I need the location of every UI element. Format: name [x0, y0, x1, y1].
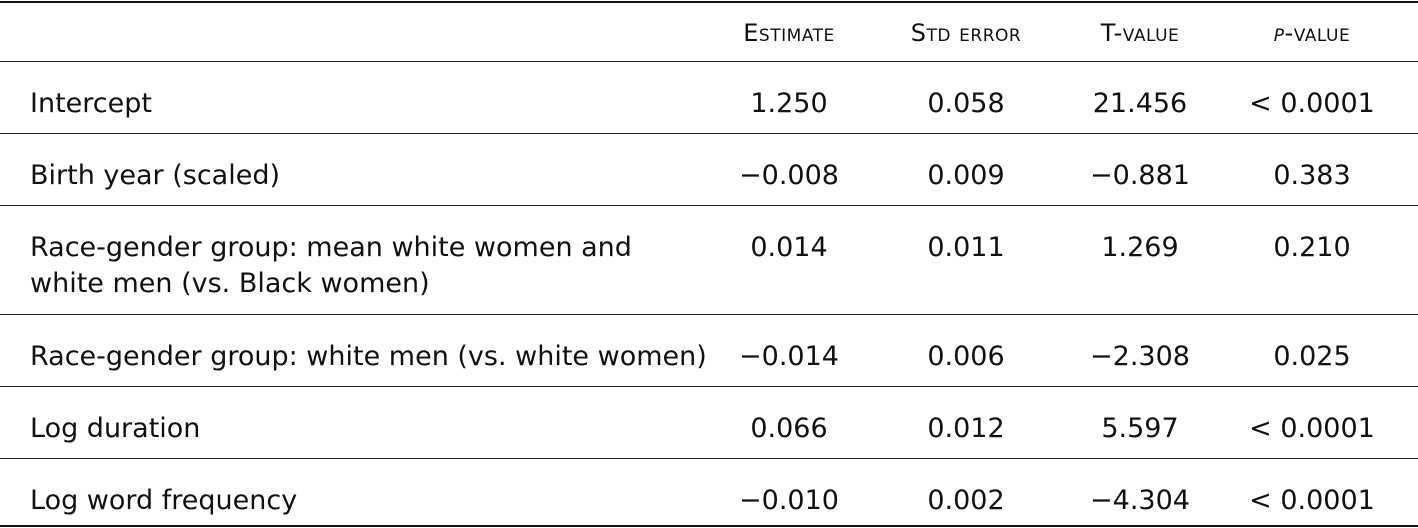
row-label: Race-gender group: white men (vs. white … — [30, 341, 707, 372]
cell-std-error: 0.012 — [927, 413, 1005, 444]
cell-estimate: −0.008 — [739, 160, 839, 191]
row-label: Log duration — [30, 413, 201, 444]
row-divider — [0, 386, 1418, 387]
cell-estimate: −0.010 — [739, 485, 839, 516]
cell-std-error: 0.011 — [927, 232, 1005, 263]
cell-p-value: < 0.0001 — [1249, 413, 1375, 444]
header-std-error: Std error — [910, 19, 1022, 47]
cell-t-value: 5.597 — [1101, 413, 1179, 444]
header-t-value: T-value — [1100, 19, 1180, 47]
cell-p-value: 0.025 — [1273, 341, 1351, 372]
cell-std-error: 0.006 — [927, 341, 1005, 372]
cell-t-value: −0.881 — [1090, 160, 1190, 191]
row-label: Birth year (scaled) — [30, 160, 281, 191]
row-divider — [0, 314, 1418, 315]
cell-t-value: 21.456 — [1092, 88, 1188, 119]
header-p-value: p-value — [1212, 15, 1412, 51]
bottom-rule — [0, 525, 1418, 527]
row-divider — [0, 205, 1418, 206]
cell-estimate: 0.066 — [750, 413, 828, 444]
header-rule — [0, 61, 1418, 62]
cell-t-value: −4.304 — [1090, 485, 1190, 516]
header-p-value-rest: -value — [1284, 19, 1351, 47]
top-rule — [0, 1, 1418, 3]
cell-p-value: 0.210 — [1273, 232, 1351, 263]
cell-estimate: 1.250 — [750, 88, 828, 119]
cell-p-value: < 0.0001 — [1249, 485, 1375, 516]
cell-t-value: −2.308 — [1090, 341, 1190, 372]
cell-std-error: 0.009 — [927, 160, 1005, 191]
row-label: Log word frequency — [30, 485, 298, 516]
cell-std-error: 0.058 — [927, 88, 1005, 119]
cell-p-value: < 0.0001 — [1249, 88, 1375, 119]
cell-p-value: 0.383 — [1273, 160, 1351, 191]
cell-t-value: 1.269 — [1101, 232, 1179, 263]
header-estimate: Estimate — [743, 19, 835, 47]
cell-estimate: 0.014 — [750, 232, 828, 263]
cell-std-error: 0.002 — [927, 485, 1005, 516]
cell-estimate: −0.014 — [739, 341, 839, 372]
row-divider — [0, 133, 1418, 134]
row-label: Race-gender group: mean white women and … — [30, 232, 632, 299]
header-p-value-italic: p — [1273, 19, 1285, 47]
row-divider — [0, 458, 1418, 459]
row-label: Intercept — [30, 88, 152, 119]
